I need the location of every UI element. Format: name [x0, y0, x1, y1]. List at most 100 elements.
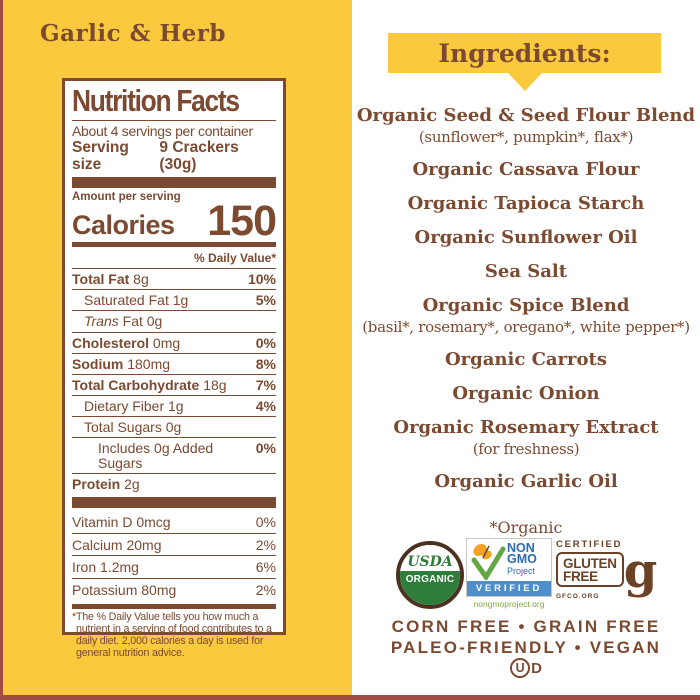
ingredient-item: Organic Rosemary Extract — [393, 417, 659, 438]
ingredient-item: (for freshness) — [472, 440, 580, 458]
ingredient-item: Organic Cassava Flour — [412, 159, 640, 180]
claims-line1: CORN FREE • GRAIN FREE — [391, 617, 661, 636]
nutrient-row: Calcium 20mg 2% — [72, 532, 276, 556]
daily-value-footnote: *The % Daily Value tells you how much a … — [72, 610, 272, 659]
nutrient-name: Total Carbohydrate 18g — [72, 376, 227, 393]
non-gmo-verified-seal-icon: NON GMO Project VERIFIED nongmoproject.o… — [466, 538, 552, 609]
gf-org-label: GFCO.ORG — [556, 593, 600, 600]
verified-bar: VERIFIED — [467, 581, 551, 596]
ingredient-item: (sunflower*, pumpkin*, flax*) — [418, 128, 634, 146]
ingredient-item: Organic Onion — [452, 383, 600, 404]
ingredient-item: Organic Sunflower Oil — [414, 227, 638, 248]
gf-line2: FREE — [563, 569, 598, 584]
non-gmo-word3: Project — [507, 566, 536, 576]
ingredient-item: Organic Spice Blend — [422, 295, 630, 316]
usda-organic-label: ORGANIC — [400, 571, 460, 605]
nutrient-daily-value: 7% — [255, 376, 276, 393]
ingredient-item: *Organic — [489, 518, 563, 537]
nutrient-name: Potassium 80mg — [72, 581, 177, 598]
kosher-ou-d-icon: U D — [352, 658, 700, 678]
nutrient-name: Sodium 180mg — [72, 355, 171, 372]
nutrient-name: Cholesterol 0mg — [72, 334, 181, 351]
nutrient-name: Calcium 20mg — [72, 536, 162, 553]
nutrient-row: Total Sugars 0g — [72, 416, 276, 437]
nutrient-name: Vitamin D 0mcg — [72, 513, 171, 530]
nutrient-row: Includes 0g Added Sugars 0% — [72, 437, 276, 473]
nutrient-row: Total Fat 8g 10% — [72, 267, 276, 289]
banner-pointer — [507, 73, 542, 91]
nutrient-name: Dietary Fiber 1g — [84, 398, 184, 415]
left-panel: Garlic & Herb Nutrition Facts About 4 se… — [0, 0, 352, 700]
claims-line2: PALEO-FRIENDLY • VEGAN — [390, 638, 662, 657]
nutrient-name: Trans Fat 0g — [84, 313, 163, 330]
certification-badges: USDA ORGANIC NON GMO — [352, 538, 700, 618]
calories-label: Calories — [72, 210, 175, 241]
nutrient-name: Saturated Fat 1g — [84, 292, 189, 309]
ingredients-title: Ingredients: — [438, 38, 611, 68]
nutrient-daily-value: 2% — [255, 536, 276, 553]
usda-organic-seal-icon: USDA ORGANIC — [396, 541, 464, 609]
nutrient-name: Total Fat 8g — [72, 270, 149, 287]
nutrient-row: Dietary Fiber 1g 4% — [72, 395, 276, 416]
ingredients-list: Organic Seed & Seed Flour Blend (sunflowe… — [352, 92, 700, 537]
butterfly-icon — [471, 543, 506, 580]
ingredient-item: Sea Salt — [484, 261, 568, 282]
serving-size-value: 9 Crackers (30g) — [159, 139, 239, 173]
right-panel: Ingredients: Organic Seed & Seed Flour B… — [352, 0, 700, 700]
amount-per-serving-label: Amount per serving — [72, 190, 181, 203]
nutrition-facts-title: Nutrition Facts — [72, 83, 240, 118]
nutrient-row: Sodium 180mg 8% — [72, 352, 276, 374]
vitamin-rows: Vitamin D 0mcg 0% Calcium 20mg 2% Iron 1.2mg… — [72, 511, 276, 601]
nutrient-name: Iron 1.2mg — [72, 559, 139, 576]
non-gmo-top: NON GMO Project — [467, 539, 551, 581]
non-gmo-box: NON GMO Project VERIFIED — [466, 538, 552, 597]
gf-row: GLUTEN FREE g — [556, 543, 658, 599]
gf-box: GLUTEN FREE — [556, 552, 624, 587]
gf-certified-label: CERTIFIED — [556, 539, 623, 550]
nutrition-facts-label: Nutrition Facts About 4 servings per con… — [62, 78, 286, 659]
nutrient-row: Vitamin D 0mcg 0% — [72, 511, 276, 533]
servings-per-container: About 4 servings per container — [72, 122, 253, 139]
ingredient-item: (basil*, rosemary*, oregano*, white pepp… — [362, 318, 690, 336]
non-gmo-url: nongmoproject.org — [473, 599, 545, 609]
ingredient-item: Organic Garlic Oil — [434, 471, 618, 492]
package-edge-left — [0, 0, 3, 700]
diet-claims: CORN FREE • GRAIN FREE PALEO-FRIENDLY • … — [352, 616, 700, 658]
nutrient-daily-value: 0% — [255, 440, 276, 457]
nutrient-name: Includes 0g Added Sugars — [98, 440, 214, 472]
gf-g-glyph-icon: g — [623, 543, 658, 599]
nutrient-daily-value: 0% — [255, 334, 276, 351]
nutrient-daily-value: 2% — [255, 581, 276, 598]
nutrient-row: Trans Fat 0g — [72, 310, 276, 331]
serving-size-row: Serving size 9 Crackers (30g) — [72, 140, 276, 173]
non-gmo-word2: GMO — [507, 552, 537, 566]
nutrient-row: Total Carbohydrate 18g 7% — [72, 373, 276, 395]
kosher-dairy-d: D — [531, 659, 542, 677]
daily-value-header: % Daily Value* — [193, 251, 276, 266]
nutrient-row: Saturated Fat 1g 5% — [72, 289, 276, 310]
calories-row: Calories 150 — [72, 200, 277, 242]
serving-size-label: Serving size — [72, 139, 129, 173]
ingredient-item: Organic Carrots — [445, 349, 607, 370]
nutrient-name: Total Sugars 0g — [84, 419, 182, 436]
medium-divider — [72, 242, 276, 248]
nutrient-row: Potassium 80mg 2% — [72, 577, 276, 601]
flavor-title: Garlic & Herb — [40, 20, 226, 47]
medium-divider — [72, 603, 276, 609]
nutrient-daily-value: 4% — [255, 398, 276, 415]
nutrient-daily-value: 8% — [255, 355, 276, 372]
package-edge-bottom — [0, 695, 700, 700]
kosher-circle-u: U — [510, 658, 531, 678]
nutrient-row: Iron 1.2mg 6% — [72, 555, 276, 578]
thick-divider — [72, 496, 276, 508]
thick-divider — [72, 176, 276, 188]
non-gmo-word1: NON — [507, 541, 535, 555]
nutrient-daily-value: 0% — [255, 513, 276, 530]
nutrient-daily-value: 10% — [247, 270, 276, 287]
ingredient-item: Organic Tapioca Starch — [407, 193, 645, 214]
ingredients-banner: Ingredients: — [388, 33, 661, 91]
gluten-free-seal-icon: CERTIFIED GLUTEN FREE g GFCO.ORG — [556, 539, 658, 600]
non-gmo-wordmark: NON GMO Project — [507, 541, 537, 577]
gf-line1: GLUTEN — [563, 556, 617, 571]
